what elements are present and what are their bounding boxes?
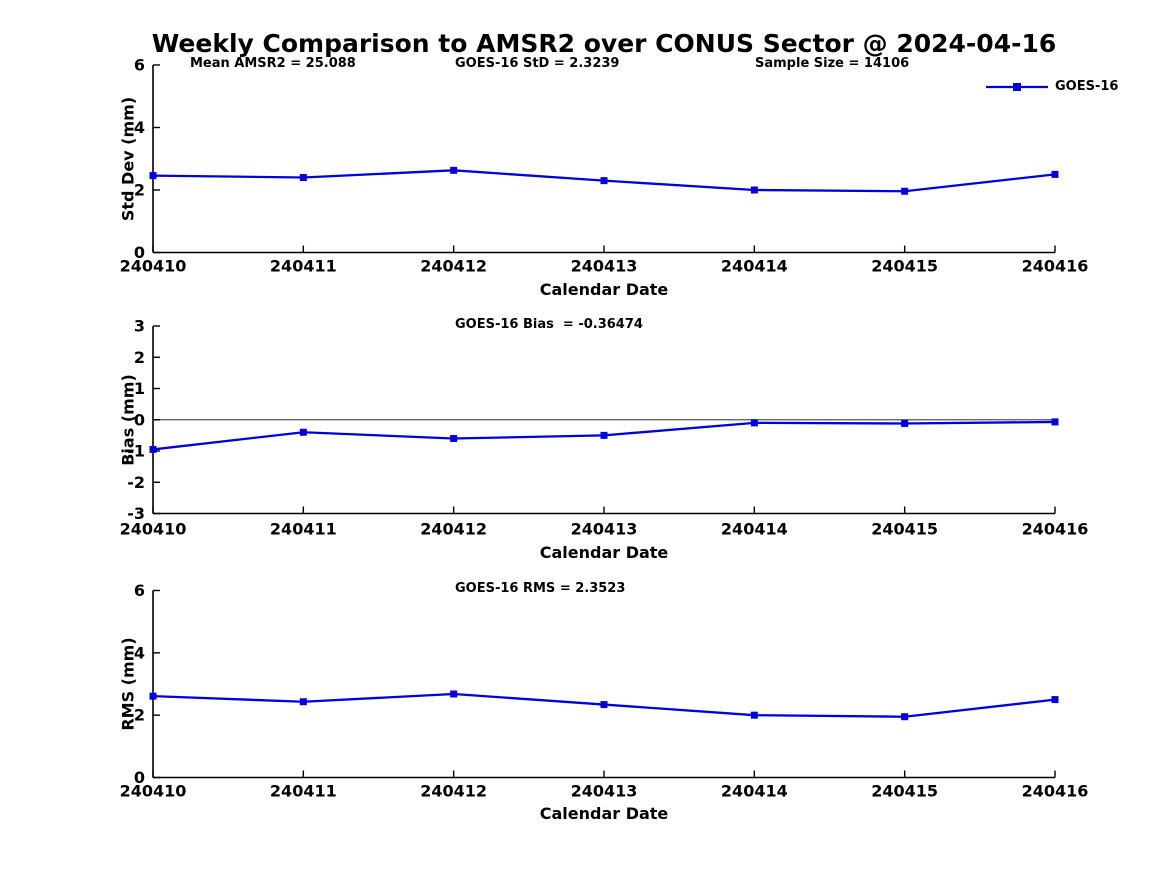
y-tick-label: 0 [134, 768, 145, 787]
x-tick-label: 240414 [721, 782, 788, 801]
data-point [750, 186, 758, 194]
data-point [750, 419, 758, 427]
annotation-goes16-bias: GOES-16 Bias = -0.36474 [455, 317, 643, 332]
x-tick-label: 240416 [1022, 520, 1089, 539]
x-tick-label: 240413 [571, 520, 638, 539]
y-tick-label: 1 [134, 379, 145, 398]
xlabel-bias: Calendar Date [539, 543, 669, 562]
x-tick-label: 240416 [1022, 257, 1089, 276]
ylabel-rms: RMS (mm) [118, 637, 138, 731]
data-point [450, 690, 458, 698]
data-point [1051, 696, 1059, 704]
y-tick-label: 6 [134, 56, 145, 75]
x-tick-label: 240413 [571, 782, 638, 801]
y-tick-label: 4 [134, 118, 145, 137]
xlabel-rms: Calendar Date [539, 804, 669, 823]
annotation-mean-amsr2: Mean AMSR2 = 25.088 [190, 56, 356, 71]
data-point [600, 431, 608, 439]
x-tick-label: 240415 [871, 782, 938, 801]
data-point [901, 187, 909, 195]
ylabel-std-dev: Std Dev (mm) [118, 96, 138, 222]
x-tick-label: 240412 [420, 520, 487, 539]
x-tick-label: 240415 [871, 257, 938, 276]
x-tick-label: 240410 [120, 520, 187, 539]
x-tick-label: 240411 [270, 520, 337, 539]
data-point [901, 420, 909, 427]
data-point [600, 177, 608, 185]
x-tick-label: 240414 [721, 520, 788, 539]
data-point [600, 701, 608, 709]
legend-swatch [986, 82, 1048, 91]
y-tick-label: 2 [134, 706, 145, 725]
y-tick-label: 6 [134, 581, 145, 600]
data-point [149, 172, 157, 180]
y-tick-label: 0 [134, 243, 145, 262]
data-point [299, 428, 307, 436]
xlabel-std-dev: Calendar Date [539, 280, 669, 299]
x-tick-label: 240410 [120, 257, 187, 276]
y-tick-label: 4 [134, 643, 145, 662]
annotation-sample-size: Sample Size = 14106 [755, 56, 910, 71]
legend-label: GOES-16 [1055, 79, 1119, 94]
figure-title: Weekly Comparison to AMSR2 over CONUS Se… [151, 29, 1057, 58]
x-tick-label: 240412 [420, 257, 487, 276]
y-tick-label: -3 [127, 504, 145, 523]
y-tick-label: -2 [127, 473, 145, 492]
legend: GOES-16 [985, 79, 1118, 94]
annotation-goes16-std: GOES-16 StD = 2.3239 [455, 56, 620, 71]
x-tick-label: 240413 [571, 257, 638, 276]
data-point [450, 435, 458, 442]
x-tick-label: 240410 [120, 782, 187, 801]
legend-marker [1013, 82, 1021, 91]
data-point [149, 445, 157, 453]
data-point [299, 698, 307, 706]
data-point [149, 692, 157, 700]
data-point [1051, 418, 1059, 426]
x-tick-label: 240412 [420, 782, 487, 801]
y-tick-label: 3 [134, 317, 145, 336]
annotation-goes16-rms: GOES-16 RMS = 2.3523 [455, 581, 626, 596]
data-point [299, 174, 307, 181]
x-tick-label: 240411 [270, 257, 337, 276]
data-point [450, 166, 458, 174]
data-point [901, 713, 909, 721]
data-point [750, 711, 758, 719]
y-tick-label: 0 [134, 410, 145, 429]
x-tick-label: 240411 [270, 782, 337, 801]
x-tick-label: 240415 [871, 520, 938, 539]
x-tick-label: 240416 [1022, 782, 1089, 801]
y-tick-label: 2 [134, 181, 145, 200]
y-tick-label: -1 [127, 442, 145, 461]
y-tick-label: 2 [134, 348, 145, 367]
x-tick-label: 240414 [721, 257, 788, 276]
ylabel-bias: Bias (mm) [118, 374, 138, 466]
data-point [1051, 170, 1059, 178]
